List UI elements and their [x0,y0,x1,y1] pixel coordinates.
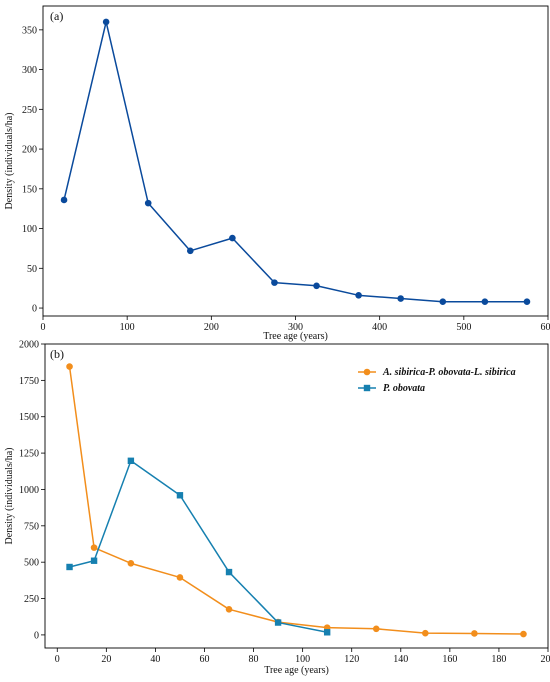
panel-a-label: (a) [50,9,63,23]
series-0-point [271,279,278,286]
x-tick-label: 140 [393,654,408,665]
y-tick-label: 750 [24,521,39,532]
panel-a-y-ticks: 0 50 100 150 200 250 300 350 [22,25,43,315]
x-tick-label: 100 [295,654,310,665]
x-tick-label: 200 [204,322,219,333]
x-tick-label: 60 [199,654,209,665]
panel-a-x-ticks: 0 100 200 300 400 500 600 [41,316,550,333]
legend-item-1: P. obovata [358,383,425,394]
panel-a: (a) 0 100 200 300 400 500 600 0 50 100 150 200 250 3… [4,5,550,342]
x-tick-label: 0 [41,322,46,333]
series-0-point [225,606,233,613]
series-1-point [323,629,331,636]
x-tick-label: 160 [442,654,457,665]
y-tick-label: 200 [22,145,37,156]
y-tick-label: 250 [22,105,37,116]
y-tick-label: 100 [22,224,37,235]
y-tick-label: 500 [24,558,39,569]
panel-b-series [66,363,527,638]
series-1-point [176,492,184,499]
series-0-line [68,366,524,635]
y-tick-label: 1250 [19,449,39,460]
panel-b-x-axis-label: Tree age (years) [264,665,329,676]
y-tick-label: 300 [22,65,37,76]
series-0-point [127,560,135,567]
x-tick-label: 180 [491,654,506,665]
series-0-point [90,544,98,551]
x-tick-label: 20 [101,654,111,665]
series-0-point [176,574,184,581]
series-1-point [127,457,135,464]
y-tick-label: 1750 [19,376,39,387]
series-0-point [66,363,73,370]
panel-b-frame [44,343,549,649]
legend-1-label: P. obovata [383,383,425,394]
y-tick-label: 2000 [19,340,39,351]
y-tick-label: 250 [24,594,39,605]
series-0-point [186,247,194,255]
panel-a-x-axis-label: Tree age (years) [263,331,328,342]
series-0-point [471,630,478,637]
series-1-point [66,563,73,571]
legend-1-marker [363,384,371,392]
y-tick-label: 0 [34,630,39,641]
y-tick-label: 150 [22,184,37,195]
x-tick-label: 500 [456,322,471,333]
y-tick-label: 1500 [19,412,39,423]
y-tick-label: 1000 [19,485,39,496]
y-tick-label: 0 [32,304,37,315]
series-0-line [63,21,527,303]
series-0-point [397,295,405,302]
series-0-point [422,629,429,637]
x-tick-label: 100 [120,322,135,333]
panel-b-legend: A. sibirica-P. obovata-L. sibirica P. ob… [358,367,516,394]
panel-b-y-ticks: 0 250 500 750 1000 1250 1500 1750 2000 [19,340,45,641]
series-0-point [102,18,110,26]
panel-b-y-axis-label: Density (individuals/ha) [4,448,15,545]
legend-0-marker [363,368,371,376]
panel-a-frame [42,5,549,317]
x-tick-label: 80 [249,654,259,665]
series-1-point [274,619,282,626]
series-0-point [355,292,362,299]
x-tick-label: 200 [541,654,550,665]
series-0-point [481,298,489,305]
legend-0-label: A. sibirica-P. obovata-L. sibirica [382,367,516,378]
x-tick-label: 40 [150,654,160,665]
x-tick-label: 120 [344,654,359,665]
series-0-point [313,282,320,290]
x-tick-label: 0 [55,654,60,665]
series-0-point [523,298,531,305]
series-1-line [69,460,328,634]
x-tick-label: 400 [372,322,387,333]
series-0-point [229,234,236,242]
panel-b: (b) 0 20 40 60 80 100 120 140 160 180 200 0 250 500 7… [4,340,550,677]
panel-b-x-ticks: 0 20 40 60 80 100 120 140 160 180 200 [55,648,550,665]
y-tick-label: 350 [22,25,37,36]
panel-a-y-axis-label: Density (individuals/ha) [4,113,15,210]
series-1-point [90,557,98,564]
series-0-point [439,298,447,305]
series-0-point [520,630,527,638]
series-1-point [225,568,233,576]
y-tick-label: 50 [27,264,37,275]
series-0-point [144,199,152,207]
panel-a-series [60,18,531,305]
x-tick-label: 300 [288,322,303,333]
series-0-point [60,196,68,204]
x-tick-label: 600 [541,322,550,333]
legend-item-0: A. sibirica-P. obovata-L. sibirica [358,367,516,378]
panel-b-label: (b) [50,347,64,361]
series-0-point [372,625,380,633]
